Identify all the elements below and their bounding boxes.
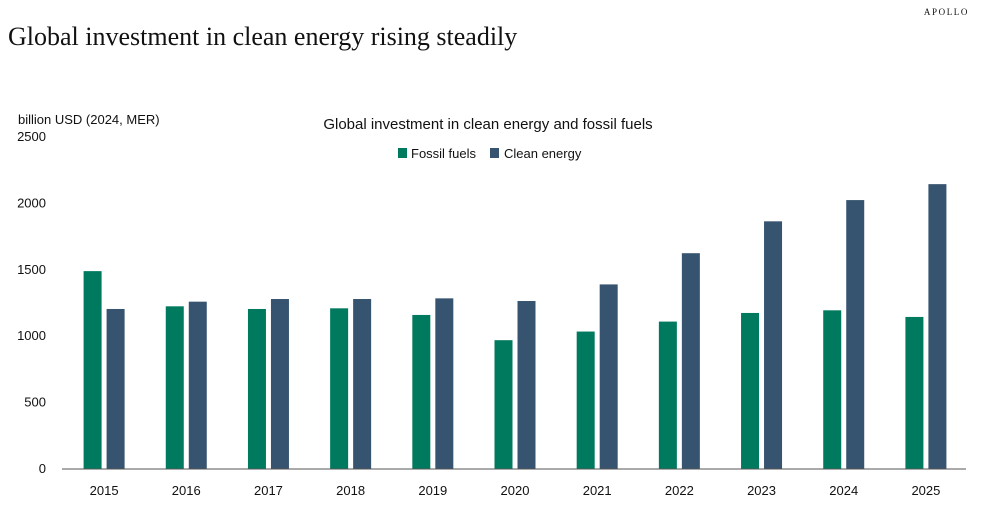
legend-swatch-fossil	[398, 148, 407, 158]
bar-fossil-2021	[576, 331, 595, 469]
bar-clean-2020	[517, 301, 536, 469]
y-tick-label: 2000	[17, 195, 46, 210]
chart-title: Global investment in clean energy and fo…	[323, 116, 652, 133]
bar-fossil-2022	[658, 321, 677, 469]
bar-clean-2021	[599, 284, 618, 469]
bar-clean-2025	[928, 184, 947, 470]
x-tick-label: 2021	[583, 483, 612, 498]
x-tick-label: 2020	[501, 483, 530, 498]
x-tick-label: 2016	[172, 483, 201, 498]
page-title: Global investment in clean energy rising…	[8, 22, 518, 51]
y-axis-label: billion USD (2024, MER)	[18, 112, 160, 127]
y-axis-ticks: 0 500 1000 1500 2000 2500	[17, 129, 46, 476]
bar-clean-2015	[106, 308, 125, 469]
legend-swatch-clean	[490, 148, 499, 158]
x-tick-label: 2018	[336, 483, 365, 498]
bar-clean-2016	[188, 301, 207, 469]
bar-fossil-2025	[905, 316, 924, 469]
x-tick-label: 2015	[90, 483, 119, 498]
bar-fossil-2017	[247, 308, 266, 469]
bar-clean-2019	[435, 298, 454, 469]
bar-fossil-2024	[823, 310, 842, 469]
y-tick-label: 1000	[17, 328, 46, 343]
y-tick-label: 1500	[17, 262, 46, 277]
y-tick-label: 500	[24, 395, 46, 410]
x-tick-label: 2022	[665, 483, 694, 498]
legend-label-fossil: Fossil fuels	[411, 146, 477, 161]
bar-clean-2024	[846, 200, 865, 469]
bar-fossil-2023	[741, 312, 760, 469]
legend: Fossil fuels Clean energy	[398, 146, 582, 161]
x-tick-label: 2019	[418, 483, 447, 498]
x-tick-label: 2017	[254, 483, 283, 498]
y-tick-label: 0	[39, 461, 46, 476]
bar-clean-2023	[764, 221, 783, 469]
bar-fossil-2015	[83, 271, 102, 469]
x-tick-label: 2025	[911, 483, 940, 498]
bar-clean-2018	[353, 299, 372, 469]
bar-clean-2017	[270, 299, 289, 469]
bars	[83, 184, 947, 470]
bar-fossil-2016	[165, 306, 184, 469]
brand-logo: APOLLO	[923, 7, 969, 17]
y-tick-label: 2500	[17, 129, 46, 144]
bar-clean-2022	[681, 253, 700, 469]
legend-label-clean: Clean energy	[504, 146, 582, 161]
bar-fossil-2018	[330, 308, 349, 469]
bar-fossil-2019	[412, 314, 431, 469]
x-tick-label: 2023	[747, 483, 776, 498]
x-tick-label: 2024	[829, 483, 858, 498]
bar-fossil-2020	[494, 340, 513, 469]
x-axis-ticks: 2015 2016 2017 2018 2019 2020 2021 2022 2023 2024…	[90, 483, 941, 498]
